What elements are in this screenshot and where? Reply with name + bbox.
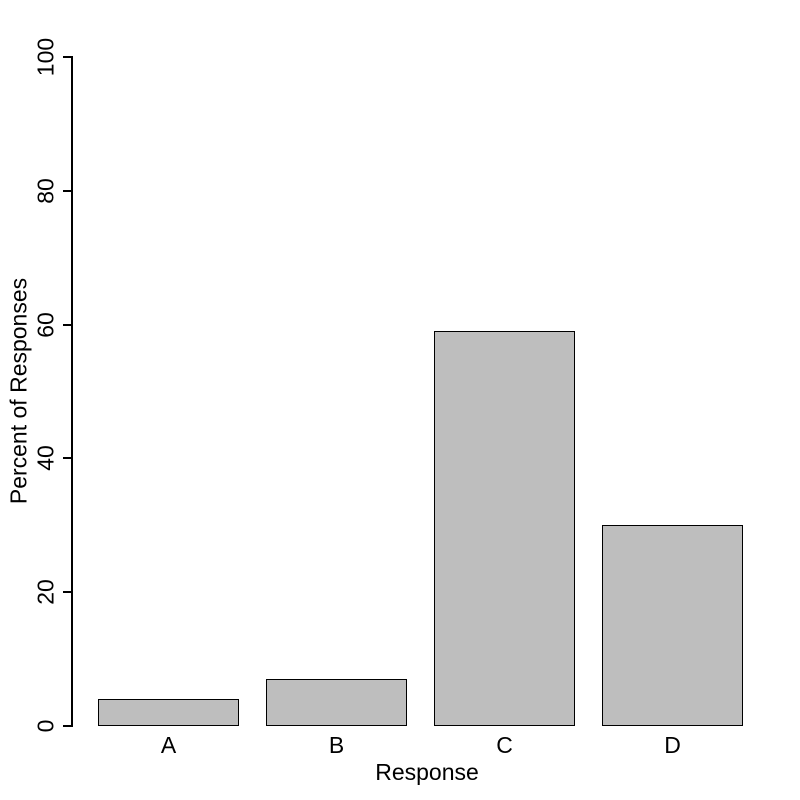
y-tick-label: 60 — [32, 311, 59, 338]
bar-A — [98, 699, 239, 726]
y-axis-line — [71, 56, 73, 727]
y-tick-label: 80 — [32, 178, 59, 204]
x-axis-title: Response — [375, 759, 479, 785]
bar-C — [434, 331, 575, 726]
y-tick-label: 40 — [32, 445, 59, 472]
bar-B — [266, 679, 407, 726]
category-label-A: A — [160, 732, 177, 758]
y-tick-label: 100 — [32, 37, 59, 77]
y-tick-mark — [63, 189, 71, 192]
y-tick-mark — [63, 457, 71, 460]
y-tick-label: 0 — [32, 719, 59, 733]
category-label-D: D — [664, 732, 681, 758]
bar-D — [602, 525, 743, 726]
category-label-B: B — [328, 732, 345, 758]
y-tick-mark — [63, 725, 71, 727]
y-tick-label: 20 — [32, 579, 59, 605]
y-axis-title: Percent of Responses — [5, 277, 32, 505]
category-label-C: C — [496, 732, 513, 758]
y-tick-mark — [63, 323, 71, 326]
y-tick-mark — [63, 591, 71, 594]
y-tick-mark — [63, 56, 71, 58]
